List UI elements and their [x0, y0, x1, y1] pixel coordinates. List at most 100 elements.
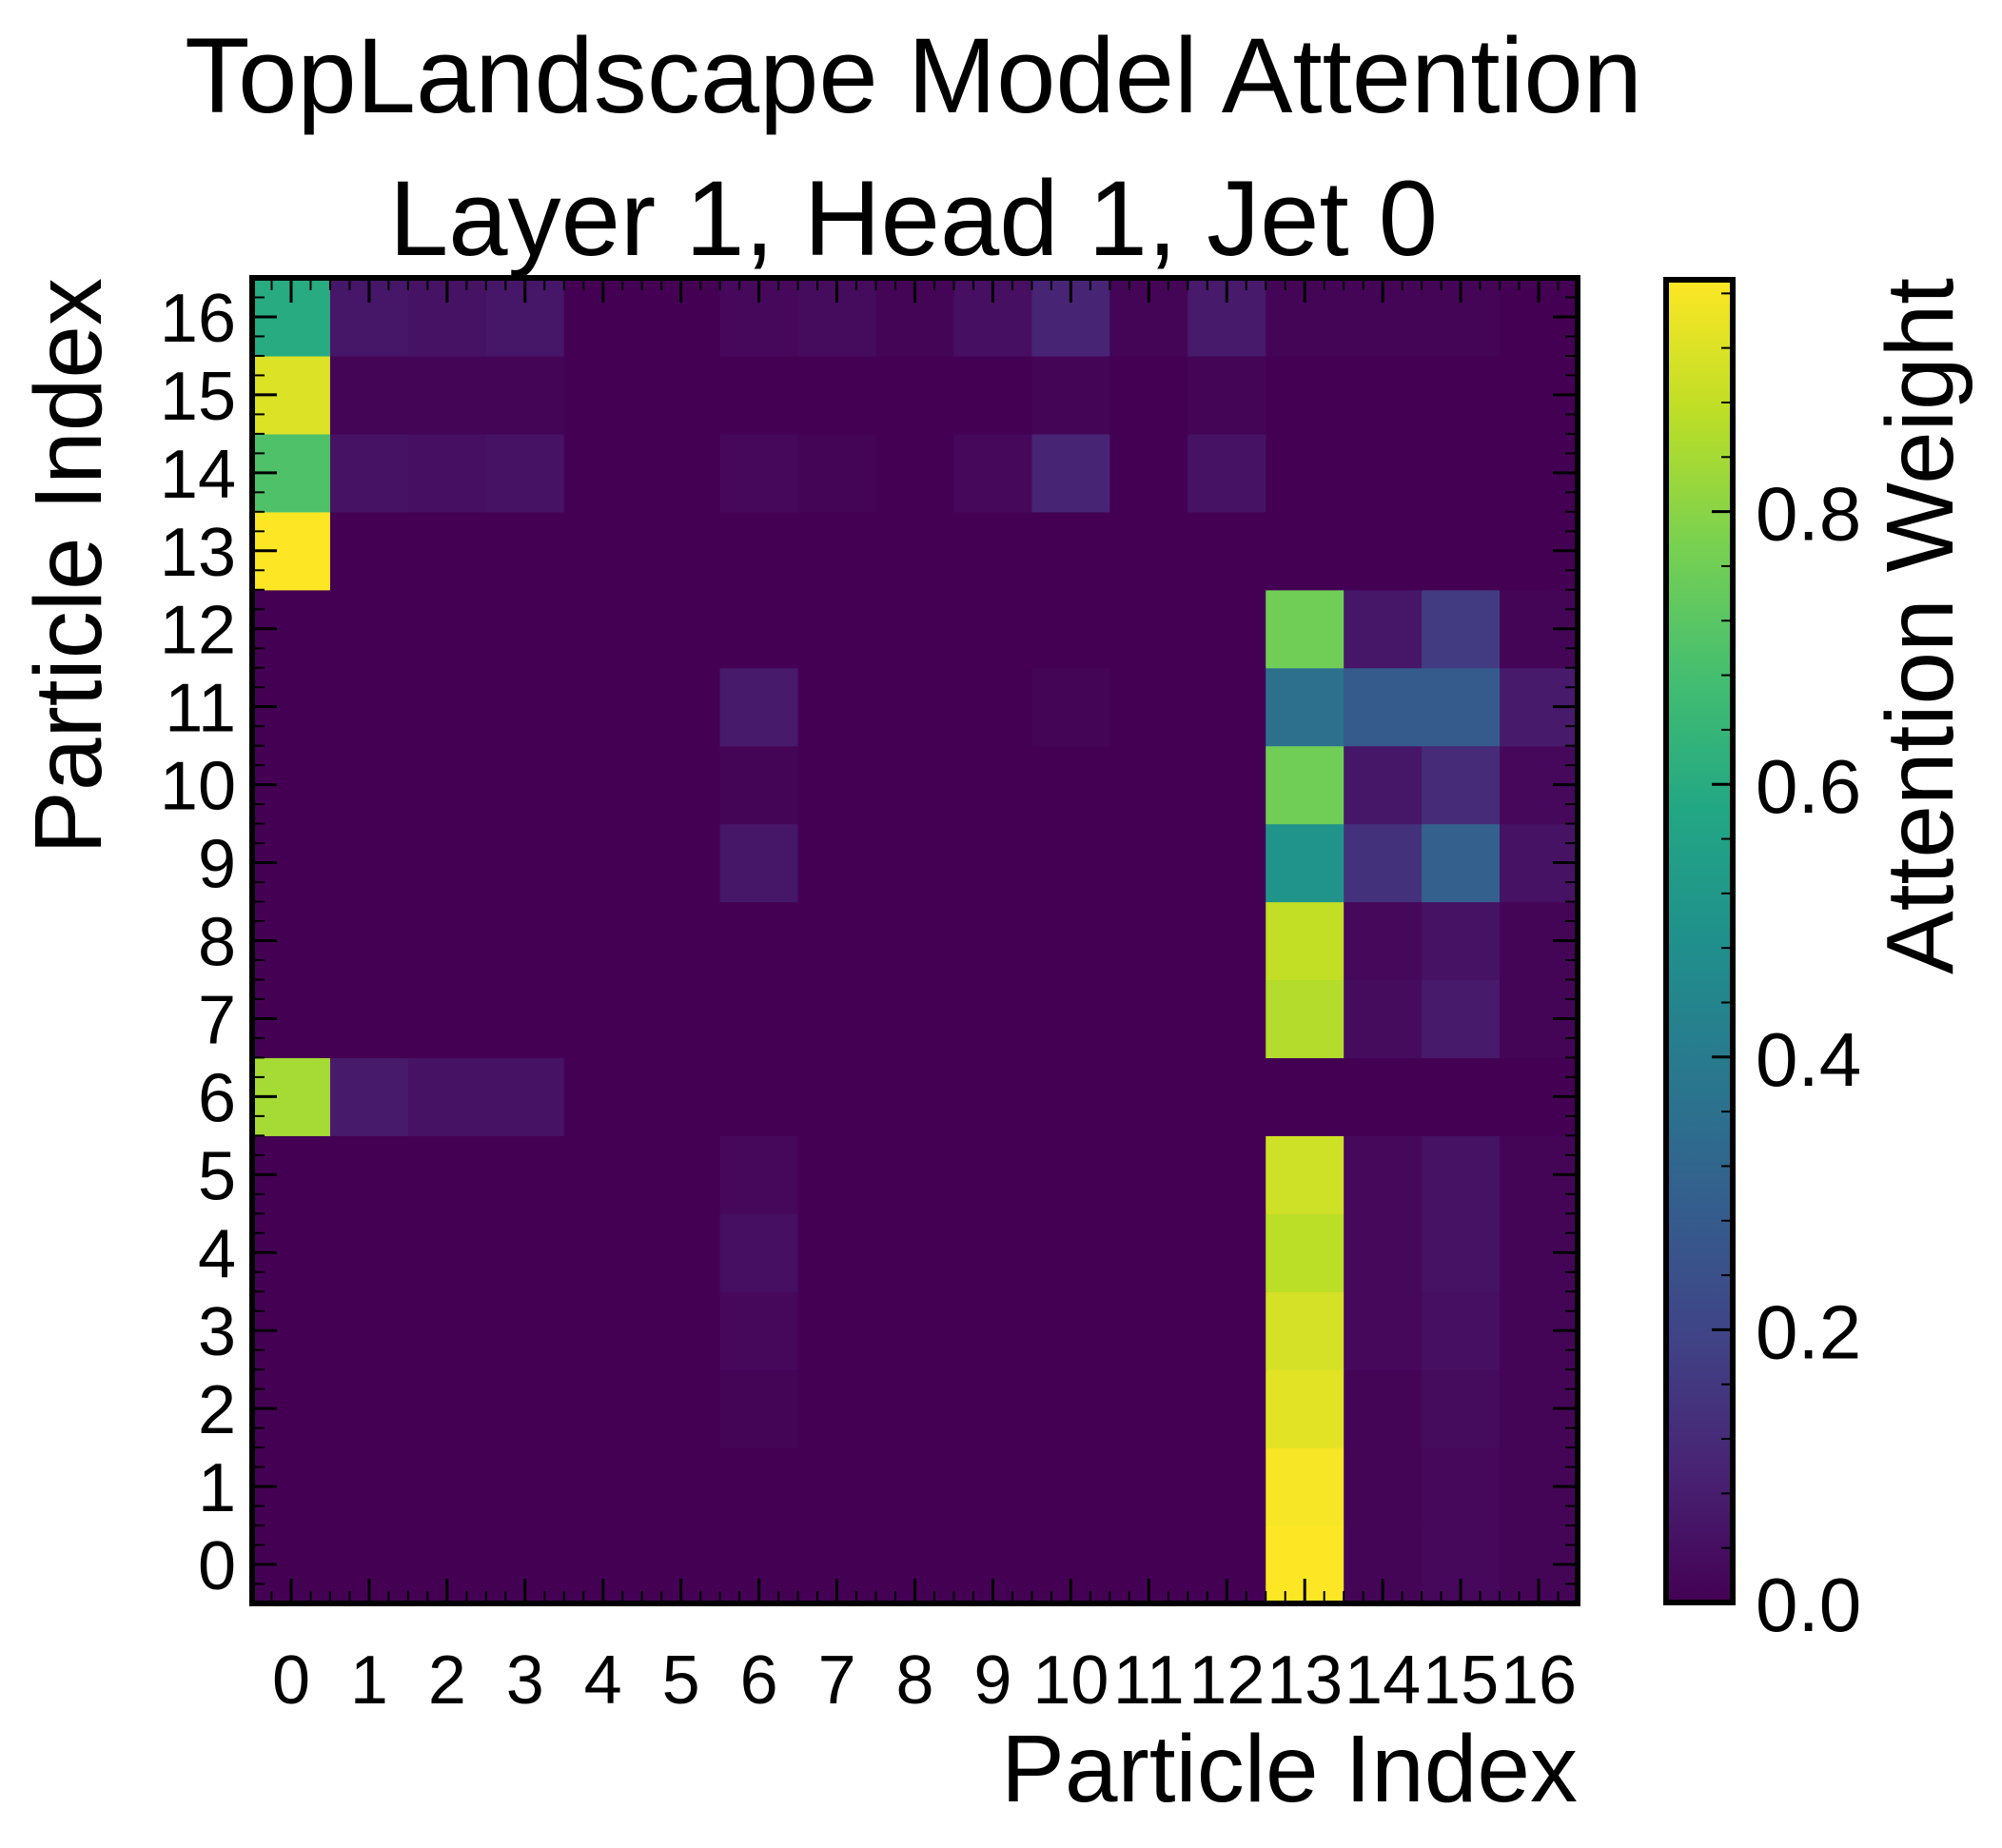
- heatmap-cell-r11-c1: [329, 667, 409, 747]
- heatmap-cell-r14-c3: [485, 433, 565, 513]
- heatmap-cell-r5-c4: [563, 1135, 643, 1214]
- heatmap-cell-r6-c11: [1109, 1057, 1188, 1136]
- heatmap-cell-r1-c15: [1422, 1447, 1501, 1526]
- heatmap-cell-r6-c8: [875, 1057, 955, 1136]
- heatmap-cell-r9-c4: [563, 823, 643, 903]
- x-tick-label: 7: [818, 1642, 856, 1719]
- heatmap-cell-r2-c1: [329, 1369, 409, 1448]
- heatmap-cell-r11-c15: [1422, 667, 1501, 747]
- heatmap-cell-r10-c15: [1422, 745, 1501, 825]
- x-tick-label: 10: [1032, 1642, 1109, 1719]
- heatmap-cell-r1-c10: [1031, 1447, 1110, 1526]
- heatmap-cell-r13-c11: [1109, 511, 1188, 591]
- y-tick-label: 10: [160, 749, 236, 825]
- heatmap-cell-r4-c12: [1187, 1213, 1266, 1292]
- heatmap-cell-r6-c4: [563, 1057, 643, 1136]
- y-tick-label: 2: [198, 1372, 236, 1448]
- heatmap-cell-r12-c13: [1266, 589, 1344, 669]
- y-tick-label: 6: [198, 1060, 236, 1136]
- x-tick-label: 13: [1266, 1642, 1343, 1719]
- heatmap-cell-r3-c10: [1031, 1291, 1110, 1370]
- heatmap-cell-r8-c6: [719, 901, 799, 981]
- heatmap-cell-r1-c14: [1344, 1447, 1423, 1526]
- heatmap-cell-r6-c15: [1422, 1057, 1501, 1136]
- heatmap-cell-r1-c11: [1109, 1447, 1188, 1526]
- heatmap-cell-r6-c10: [1031, 1057, 1110, 1136]
- heatmap-cell-r9-c14: [1344, 823, 1423, 903]
- heatmap-cell-r15-c5: [641, 355, 721, 435]
- heatmap-cell-r13-c15: [1422, 511, 1501, 591]
- heatmap-cell-r7-c1: [329, 979, 409, 1059]
- heatmap-cell-r11-c9: [953, 667, 1033, 747]
- x-tick-label: 4: [584, 1642, 622, 1719]
- heatmap-cell-r5-c6: [719, 1135, 799, 1214]
- y-tick-label: 7: [198, 982, 236, 1058]
- heatmap-cell-r10-c4: [563, 745, 643, 825]
- heatmap-cell-r10-c13: [1266, 745, 1344, 825]
- y-tick-label: 8: [198, 905, 236, 981]
- heatmap-cell-r8-c5: [641, 901, 721, 981]
- heatmap-cell-r2-c15: [1422, 1369, 1501, 1448]
- heatmap-cell-r3-c7: [797, 1291, 877, 1370]
- heatmap-cell-r15-c13: [1266, 355, 1344, 435]
- heatmap-cell-r4-c9: [953, 1213, 1033, 1292]
- heatmap-cell-r8-c11: [1109, 901, 1188, 981]
- heatmap-cell-r10-c2: [407, 745, 487, 825]
- colorbar-ticks: 0.0 0.2 0.4 0.6 0.8: [1712, 292, 1861, 1647]
- y-tick-label: 0: [198, 1528, 236, 1604]
- heatmap-cell-r8-c8: [875, 901, 955, 981]
- heatmap-cell-r12-c5: [641, 589, 721, 669]
- y-tick-label: 9: [198, 827, 236, 903]
- heatmap-cell-r6-c6: [719, 1057, 799, 1136]
- heatmap-cell-r11-c3: [485, 667, 565, 747]
- heatmap-cell-r3-c2: [407, 1291, 487, 1370]
- heatmap-cell-r2-c5: [641, 1369, 721, 1448]
- heatmap-cell-r13-c10: [1031, 511, 1110, 591]
- heatmap-cell-r12-c1: [329, 589, 409, 669]
- x-tick-labels: 0 1 2 3 4 5 6 7 8 9 10 11 12 13 14 15 16: [272, 1642, 1577, 1719]
- x-tick-label: 3: [506, 1642, 544, 1719]
- heatmap-cell-r4-c4: [563, 1213, 643, 1292]
- heatmap-cell-r5-c11: [1109, 1135, 1188, 1214]
- heatmap-cell-r6-c5: [641, 1057, 721, 1136]
- heatmap-cell-r14-c4: [563, 433, 643, 513]
- heatmap-cell-r14-c8: [875, 433, 955, 513]
- y-tick-label: 14: [160, 437, 236, 513]
- heatmap-cell-r5-c15: [1422, 1135, 1501, 1214]
- y-tick-label: 12: [160, 593, 236, 669]
- heatmap-cell-r11-c2: [407, 667, 487, 747]
- heatmap-cell-r12-c4: [563, 589, 643, 669]
- heatmap-cell-r10-c8: [875, 745, 955, 825]
- heatmap-cell-r1-c1: [329, 1447, 409, 1526]
- heatmap-cell-r9-c8: [875, 823, 955, 903]
- heatmap-cell-r2-c4: [563, 1369, 643, 1448]
- heatmap-cell-r12-c6: [719, 589, 799, 669]
- heatmap-cell-r6-c3: [485, 1057, 565, 1136]
- heatmap-cell-r3-c5: [641, 1291, 721, 1370]
- heatmap-cell-r4-c10: [1031, 1213, 1110, 1292]
- heatmap-cell-r12-c15: [1422, 589, 1501, 669]
- x-axis-label: Particle Index: [1001, 1716, 1578, 1822]
- heatmap-cell-r2-c9: [953, 1369, 1033, 1448]
- heatmap-cell-r1-c8: [875, 1447, 955, 1526]
- heatmap-cell-r12-c10: [1031, 589, 1110, 669]
- x-tick-label: 15: [1423, 1642, 1499, 1719]
- heatmap-cell-r15-c1: [329, 355, 409, 435]
- heatmap-cell-r5-c13: [1266, 1135, 1344, 1214]
- y-tick-label: 4: [198, 1216, 236, 1292]
- x-tick-label: 11: [1113, 1642, 1185, 1719]
- heatmap-cell-r3-c13: [1266, 1291, 1344, 1370]
- heatmap-cell-r1-c12: [1187, 1447, 1266, 1526]
- colorbar-label: Attention Weight: [1867, 278, 1973, 974]
- heatmap-cell-r2-c7: [797, 1369, 877, 1448]
- chart-title-line2: Layer 1, Head 1, Jet 0: [389, 159, 1438, 278]
- heatmap-cell-r12-c2: [407, 589, 487, 669]
- heatmap-cell-r15-c2: [407, 355, 487, 435]
- heatmap-cell-r7-c5: [641, 979, 721, 1059]
- heatmap-cell-r7-c10: [1031, 979, 1110, 1059]
- heatmap-cell-r12-c14: [1344, 589, 1423, 669]
- heatmap-cell-r15-c12: [1187, 355, 1266, 435]
- heatmap-cell-r4-c7: [797, 1213, 877, 1292]
